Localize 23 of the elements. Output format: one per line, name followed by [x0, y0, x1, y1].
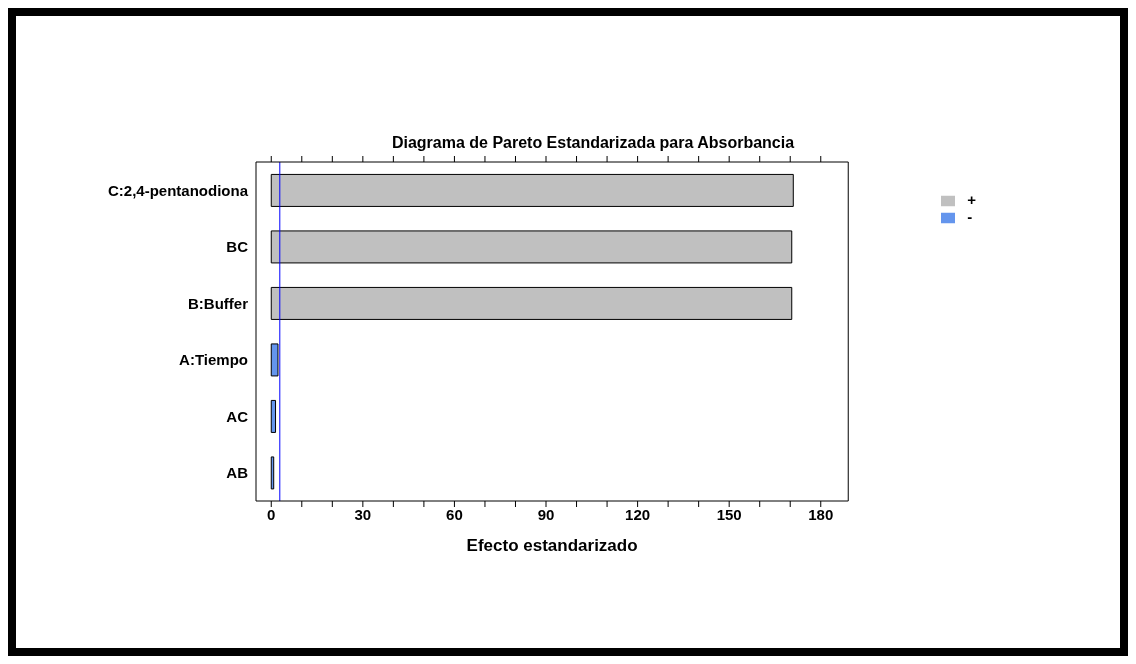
y-tick-label: C:2,4-pentanodiona	[107, 181, 249, 199]
y-tick-label: AC	[226, 407, 249, 425]
bar	[270, 286, 793, 320]
x-tick-label: 120	[625, 505, 651, 523]
legend-label: -	[967, 208, 973, 226]
x-axis-title: Efecto estandarizado	[466, 536, 638, 555]
x-tick-label: 60	[446, 505, 463, 523]
bar	[270, 399, 277, 433]
bar	[270, 343, 279, 377]
legend-label: +	[967, 191, 976, 208]
y-tick-label: B:Buffer	[188, 294, 249, 312]
y-tick-label: BC	[226, 238, 249, 256]
y-tick-label: AB	[226, 464, 249, 482]
bar	[270, 173, 794, 207]
x-tick-label: 150	[716, 505, 742, 523]
y-tick-label: A:Tiempo	[179, 351, 248, 369]
x-tick-label: 180	[808, 505, 834, 523]
x-tick-label: 30	[354, 505, 372, 523]
bar	[270, 456, 275, 490]
bar	[270, 230, 793, 264]
x-tick-label: 0	[267, 505, 276, 523]
x-tick-label: 90	[537, 505, 555, 523]
chart-title: Diagrama de Pareto Estandarizada para Absorbancia	[390, 134, 796, 152]
